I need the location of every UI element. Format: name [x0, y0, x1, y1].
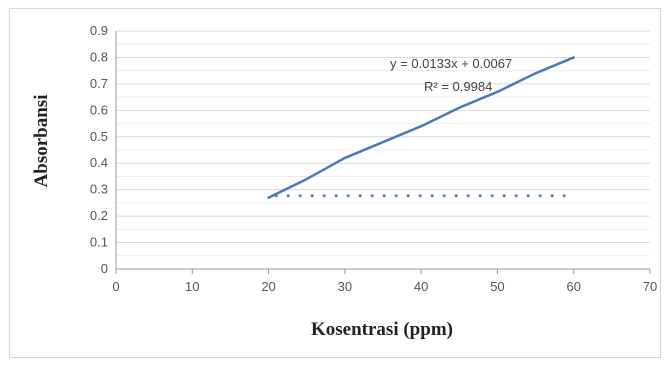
trendline-r-squared: R² = 0.9984	[424, 79, 492, 94]
chart: 0 0.1 0.2 0.3 0.4 0.5 0.6 0.7 0.8 0.9 0 10 20 30 40 50 6…	[31, 23, 657, 340]
tick-labels: 0 0.1 0.2 0.3 0.4 0.5 0.6 0.7 0.8 0.9 0 10 20 30 40 50 6…	[90, 23, 657, 294]
x-tick-label: 60	[566, 279, 580, 294]
y-tick-label: 0.3	[90, 182, 108, 197]
y-tick-label: 0.1	[90, 235, 108, 250]
y-tick-label: 0.7	[90, 76, 108, 91]
grid	[116, 30, 650, 257]
y-tick-label: 0.4	[90, 155, 108, 170]
x-tick-label: 0	[112, 279, 119, 294]
x-tick-label: 10	[185, 279, 199, 294]
y-axis-title: Absorbansi	[31, 95, 52, 188]
series	[267, 56, 576, 199]
y-tick-label: 0.6	[90, 102, 108, 117]
y-tick-label: 0.8	[90, 49, 108, 64]
axes	[115, 31, 651, 274]
x-tick-label: 50	[490, 279, 504, 294]
x-tick-label: 30	[338, 279, 352, 294]
calibration-series-line	[267, 56, 575, 199]
y-tick-label: 0.2	[90, 208, 108, 223]
chart-frame: 0 0.1 0.2 0.3 0.4 0.5 0.6 0.7 0.8 0.9 0 10 20 30 40 50 6…	[9, 8, 661, 358]
x-axis-title: Kosentrasi (ppm)	[311, 319, 453, 340]
y-tick-label: 0	[101, 261, 108, 276]
x-tick-label: 70	[643, 279, 657, 294]
y-tick-label: 0.5	[90, 129, 108, 144]
y-tick-label: 0.9	[90, 23, 108, 38]
x-tick-label: 40	[414, 279, 428, 294]
trendline-equation: y = 0.0133x + 0.0067	[390, 56, 512, 71]
x-tick-label: 20	[261, 279, 275, 294]
